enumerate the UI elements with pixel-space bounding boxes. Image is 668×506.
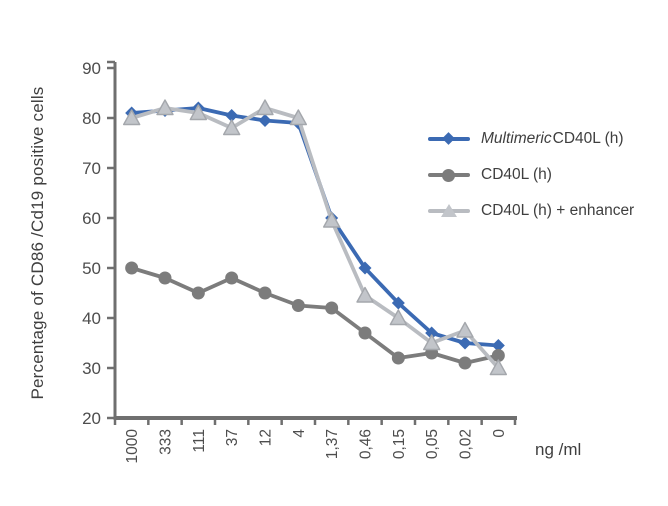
legend-label-regular-part: CD40L (h) <box>481 166 552 183</box>
y-tick-label: 40 <box>82 309 101 328</box>
diamond-marker <box>491 339 505 352</box>
series-line-1 <box>129 266 501 365</box>
triangle-marker <box>356 286 374 303</box>
y-tick-label: 50 <box>82 259 101 278</box>
y-tick-label: 20 <box>82 409 101 428</box>
legend-label: CD40L (h) + enhancer <box>481 202 634 220</box>
series-line-2 <box>129 106 501 370</box>
y-tick-label: 70 <box>82 159 101 178</box>
triangle-marker <box>289 109 308 126</box>
y-axis-title: Percentage of CD86 /Cd19 positive cells <box>28 86 47 400</box>
triangle-marker <box>389 309 408 326</box>
triangle-marker <box>489 359 508 376</box>
legend-item-multimeric-cd40l: MultimericCD40L (h) <box>428 130 634 148</box>
diamond-marker <box>358 261 372 275</box>
triangle-marker <box>322 211 341 228</box>
x-tick-label: 12 <box>258 429 275 446</box>
circle-marker <box>291 299 305 312</box>
triangle-marker <box>189 104 208 121</box>
circle-marker <box>125 261 139 275</box>
legend: MultimericCD40L (h) CD40L (h) CD40L (h) … <box>428 130 634 238</box>
x-tick-label: 0,02 <box>458 429 475 459</box>
x-tick-label: 0,05 <box>424 429 441 459</box>
circle-marker-icon <box>428 167 470 183</box>
y-tick-label: 60 <box>82 209 101 228</box>
legend-item-cd40l-enhancer: CD40L (h) + enhancer <box>428 202 634 220</box>
diamond-marker <box>258 114 272 127</box>
diamond-marker <box>458 336 472 350</box>
circle-marker <box>158 271 172 285</box>
triangle-marker-icon <box>428 203 470 219</box>
x-tick-label: 1,37 <box>324 429 341 459</box>
x-tick-label: 333 <box>158 429 175 455</box>
triangle-marker <box>222 119 241 136</box>
circle-marker <box>458 356 472 370</box>
y-tick-label: 90 <box>82 59 101 78</box>
y-tick-label: 80 <box>82 109 101 128</box>
legend-label-regular-part: CD40L (h) <box>552 130 624 147</box>
triangle-marker <box>156 99 174 116</box>
circle-marker <box>391 351 405 365</box>
x-tick-label: 111 <box>191 429 208 453</box>
circle-marker <box>358 326 372 340</box>
x-tick-label: 0 <box>491 429 508 438</box>
x-tick-label: 0,15 <box>391 429 408 459</box>
circle-marker <box>225 271 239 285</box>
triangle-marker <box>456 321 474 338</box>
legend-label-italic-part: Multimeric <box>481 130 552 147</box>
legend-label-regular-part: CD40L (h) + enhancer <box>481 202 635 219</box>
x-tick-label: 4 <box>291 429 308 438</box>
circle-marker <box>491 349 505 362</box>
x-tick-label: 37 <box>224 429 241 446</box>
triangle-marker <box>256 99 274 116</box>
x-tick-label: 1000 <box>124 429 141 464</box>
triangle-marker <box>122 109 141 126</box>
diamond-marker <box>425 326 439 340</box>
diamond-marker <box>391 296 405 310</box>
legend-item-cd40l: CD40L (h) <box>428 166 634 184</box>
diamond-marker <box>225 109 239 122</box>
circle-marker <box>258 286 272 300</box>
y-tick-label: 30 <box>82 359 101 378</box>
circle-marker <box>191 286 205 300</box>
x-tick-label: 0,46 <box>358 429 375 459</box>
legend-label: CD40L (h) <box>481 166 552 184</box>
circle-marker <box>325 301 339 315</box>
triangle-marker <box>422 334 441 351</box>
x-axis-unit-label: ng /ml <box>535 440 582 459</box>
legend-label: MultimericCD40L (h) <box>481 130 624 148</box>
diamond-marker-icon <box>428 131 470 147</box>
